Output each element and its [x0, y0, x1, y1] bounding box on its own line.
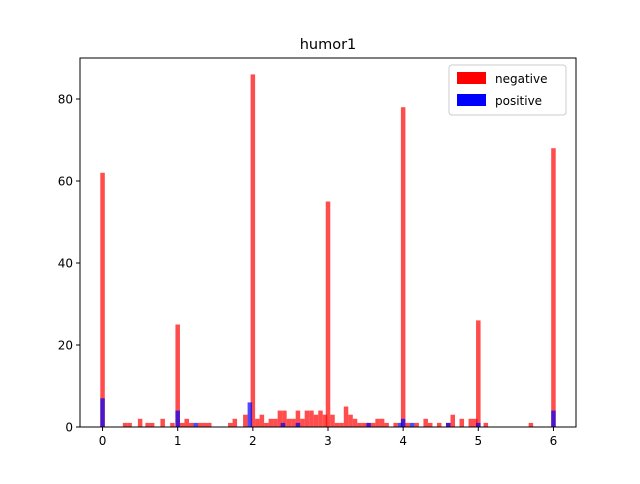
legend-swatch-negative [457, 72, 486, 84]
negative-bar [361, 422, 367, 427]
negative-bar [282, 410, 287, 427]
negative-bar [468, 418, 474, 427]
negative-bar [149, 422, 155, 427]
negative-bar [122, 422, 128, 427]
negative-bar [184, 418, 189, 427]
negative-bar [300, 418, 305, 427]
negative-bar [393, 422, 398, 427]
x-tick-label: 6 [550, 434, 558, 448]
x-tick-label: 0 [99, 434, 107, 448]
negative-bar [313, 414, 319, 427]
x-tick-label: 1 [174, 434, 182, 448]
negative-bar [483, 422, 489, 427]
y-tick-label: 0 [65, 421, 73, 435]
positive-bar [397, 422, 403, 427]
negative-bar [325, 201, 331, 427]
negative-bar [405, 422, 410, 427]
negative-bar [370, 422, 376, 427]
negative-bar [339, 422, 344, 427]
y-tick-label: 40 [58, 257, 73, 271]
negative-bar [427, 422, 433, 427]
positive-bar [409, 422, 415, 427]
negative-bar [277, 410, 283, 427]
negative-bar [207, 422, 212, 427]
negative-bar [255, 418, 260, 427]
legend-label-negative: negative [495, 72, 547, 86]
negative-bar [414, 422, 419, 427]
negative-bar [476, 320, 481, 427]
y-tick-label: 20 [58, 339, 73, 353]
negative-bar [127, 422, 132, 427]
negative-bar [348, 414, 353, 427]
negative-bar [379, 418, 385, 427]
bars-layer [100, 74, 556, 428]
legend: negative positive [448, 64, 567, 116]
positive-bar [193, 422, 198, 427]
negative-bar [551, 148, 556, 427]
negative-bar [436, 422, 442, 427]
negative-bar [268, 418, 274, 427]
x-tick-label: 2 [249, 434, 257, 448]
negative-bar [259, 414, 265, 427]
negative-bar [330, 414, 335, 427]
negative-bar [291, 418, 296, 427]
y-tick-label: 80 [58, 93, 73, 107]
positive-bar [175, 410, 180, 427]
positive-bar [476, 422, 481, 427]
negative-bar [286, 418, 292, 427]
negative-bar [250, 74, 256, 428]
negative-bar [160, 418, 165, 427]
negative-bar [423, 418, 428, 427]
negative-bar [450, 414, 456, 427]
positive-bar [366, 422, 371, 427]
negative-bar [322, 414, 328, 427]
negative-bar [459, 418, 465, 427]
negative-bar [400, 107, 406, 427]
negative-bar [243, 414, 248, 427]
legend-label-positive: positive [495, 94, 542, 108]
negative-bar [473, 418, 478, 427]
negative-bar [100, 172, 105, 427]
negative-bar [232, 418, 238, 427]
negative-bar [145, 422, 150, 427]
negative-bar [334, 422, 340, 427]
negative-bar [343, 406, 349, 427]
x-tick-label: 4 [399, 434, 407, 448]
positive-bar [400, 418, 406, 427]
x-tick-label: 5 [474, 434, 482, 448]
negative-bar [175, 324, 180, 427]
negative-bar [295, 410, 301, 427]
positive-bar [247, 402, 253, 427]
legend-swatch-positive [457, 94, 486, 106]
negative-bar [170, 422, 175, 427]
negative-bar [528, 422, 534, 427]
negative-bar [375, 418, 380, 427]
negative-bar [304, 410, 310, 427]
negative-bar [357, 422, 362, 427]
negative-bar [309, 410, 314, 427]
negative-bar [228, 422, 233, 427]
negative-bar [197, 422, 203, 427]
chart-title: humor1 [300, 37, 357, 53]
negative-bar [137, 418, 143, 427]
y-tick-label: 60 [58, 175, 73, 189]
negative-bar [384, 422, 389, 427]
positive-bar [445, 422, 451, 427]
negative-bar [264, 422, 269, 427]
positive-bar [100, 398, 105, 427]
x-tick-label: 3 [324, 434, 332, 448]
negative-bar [179, 422, 185, 427]
negative-bar [318, 410, 323, 427]
negative-bar [202, 422, 208, 427]
negative-bar [188, 422, 194, 427]
positive-bar [295, 422, 301, 427]
negative-bar [273, 418, 278, 427]
positive-bar [551, 410, 556, 427]
positive-bar [280, 422, 286, 427]
negative-bar [352, 418, 358, 427]
